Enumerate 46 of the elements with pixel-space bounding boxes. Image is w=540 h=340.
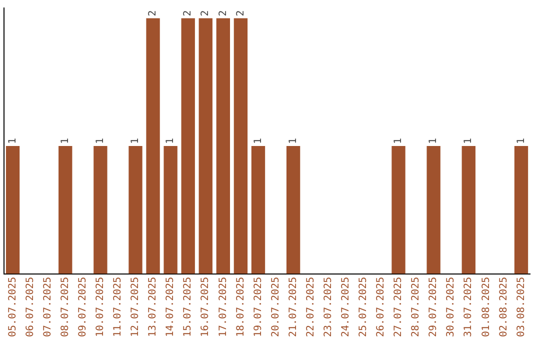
- x-tick-label: 23.07.2025: [322, 276, 334, 338]
- x-tick-label: 07.07.2025: [42, 276, 54, 338]
- x-tick-label: 28.07.2025: [410, 276, 422, 338]
- x-tick-label: 22.07.2025: [305, 276, 316, 338]
- data-label: 1: [7, 138, 18, 144]
- x-tick-label: 30.07.2025: [446, 276, 457, 338]
- data-label: 1: [393, 138, 404, 144]
- x-tick-label: 08.07.2025: [60, 276, 71, 338]
- x-tick-label: 14.07.2025: [165, 276, 176, 338]
- x-tick-label: 03.08.2025: [516, 276, 527, 338]
- x-tick-label: 02.08.2025: [498, 276, 510, 338]
- x-tick-label: 19.07.2025: [252, 276, 264, 338]
- x-tick-label: 27.07.2025: [393, 276, 404, 338]
- x-tick-label: 21.07.2025: [288, 276, 299, 338]
- data-label: 2: [148, 10, 159, 16]
- x-tick-label: 09.07.2025: [77, 276, 88, 338]
- x-tick-label: 24.07.2025: [340, 276, 352, 338]
- data-label: 1: [252, 138, 264, 144]
- x-tick-label: 10.07.2025: [95, 276, 106, 338]
- x-tick-label: 15.07.2025: [182, 276, 194, 338]
- x-tick-label: 17.07.2025: [218, 276, 229, 338]
- x-tick-label: 12.07.2025: [130, 276, 142, 338]
- data-label: 1: [95, 138, 106, 144]
- x-tick-label: 05.07.2025: [7, 276, 18, 338]
- data-label: 1: [428, 138, 440, 144]
- x-tick-label: 25.07.2025: [358, 276, 370, 338]
- x-tick-label: 16.07.2025: [200, 276, 212, 338]
- data-label: 2: [182, 10, 194, 16]
- data-label: 1: [165, 138, 176, 144]
- x-tick-label: 01.08.2025: [480, 276, 492, 338]
- data-label: 1: [516, 138, 527, 144]
- x-tick-label: 18.07.2025: [235, 276, 246, 338]
- x-tick-label: 20.07.2025: [270, 276, 282, 338]
- x-tick-label: 11.07.2025: [112, 276, 124, 338]
- x-tick-label: 26.07.2025: [376, 276, 387, 338]
- data-label: 2: [218, 10, 229, 16]
- data-label: 1: [60, 138, 71, 144]
- data-label: 1: [463, 138, 474, 144]
- x-tick-label: 13.07.2025: [148, 276, 159, 338]
- data-label: 2: [200, 10, 212, 16]
- x-tick-label: 31.07.2025: [463, 276, 474, 338]
- data-label: 1: [288, 138, 299, 144]
- data-label: 1: [130, 138, 142, 144]
- data-label: 2: [235, 10, 246, 16]
- x-tick-label: 29.07.2025: [428, 276, 440, 338]
- x-tick-label: 06.07.2025: [24, 276, 36, 338]
